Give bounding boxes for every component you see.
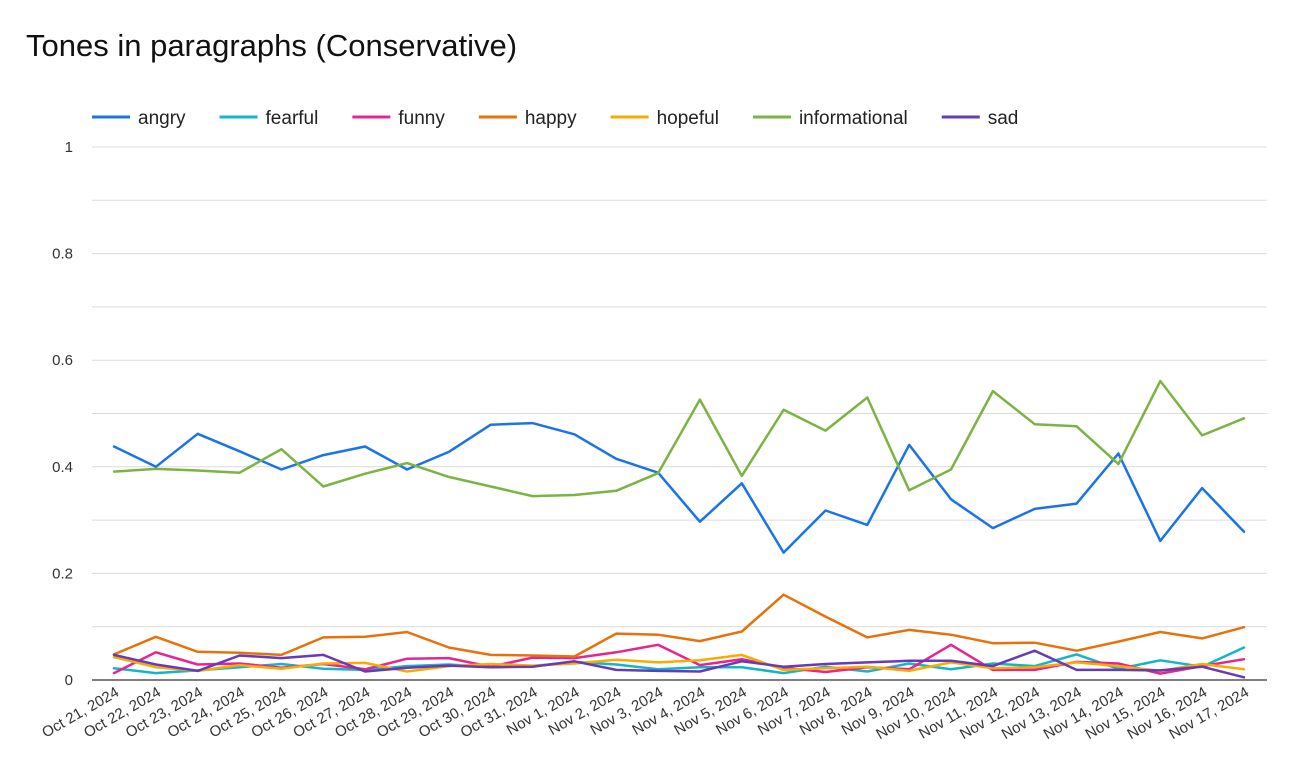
series-lines: [112, 379, 1246, 679]
legend-label-fearful: fearful: [266, 108, 319, 129]
legend-label-informational: informational: [799, 108, 908, 129]
y-tick-label: 0.8: [52, 246, 73, 263]
y-tick-label: 0.2: [52, 565, 73, 582]
series-line-sad: [112, 649, 1246, 679]
series-line-hopeful: [112, 653, 1246, 673]
gridlines: [92, 146, 1267, 681]
series-line-informational: [112, 379, 1246, 498]
series-line-happy: [112, 593, 1246, 658]
y-tick-label: 0.4: [52, 459, 73, 476]
y-tick-label: 0.6: [52, 352, 73, 369]
legend-label-sad: sad: [988, 108, 1019, 129]
y-axis-ticks: 0 0.2 0.4 0.6 0.8 1: [52, 139, 73, 689]
legend-label-happy: happy: [525, 108, 577, 129]
y-tick-label: 1: [65, 139, 73, 156]
legend-label-funny: funny: [398, 108, 445, 129]
series-line-angry: [112, 421, 1246, 554]
y-tick-label: 0: [65, 672, 73, 689]
legend: angry fearful funny happy hopeful information…: [92, 108, 1018, 129]
legend-label-angry: angry: [138, 108, 186, 129]
legend-label-hopeful: hopeful: [657, 108, 719, 129]
chart-title: Tones in paragraphs (Conservative): [26, 28, 518, 63]
